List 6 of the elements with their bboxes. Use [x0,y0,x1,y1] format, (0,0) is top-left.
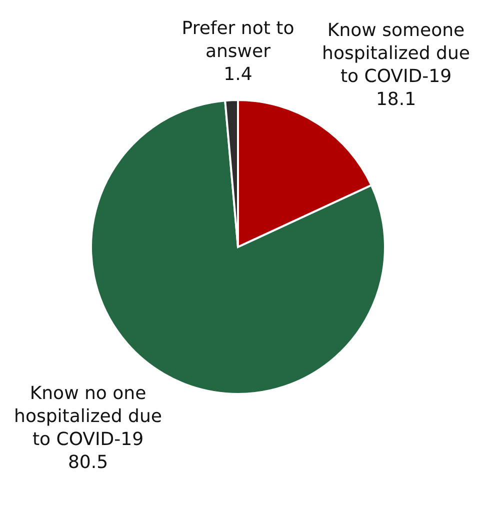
slice-label: Prefer not to answer [182,18,294,62]
data-label: 80.5 [68,452,108,473]
data-label: 1.4 [224,64,252,85]
slice-label: Know no one hospitalized due to COVID-19 [14,383,162,450]
data-label: 18.1 [376,89,416,110]
slice-label: Know someone hospitalized due to COVID-19 [322,20,470,87]
